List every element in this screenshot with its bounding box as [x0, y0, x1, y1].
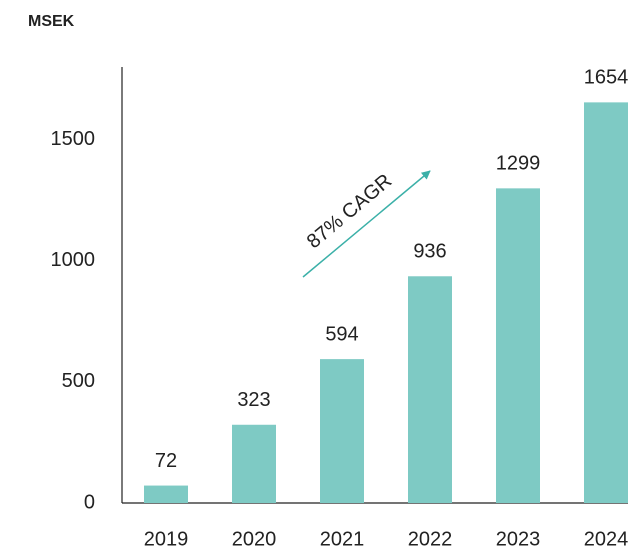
bar — [408, 276, 452, 503]
value-label: 1299 — [496, 153, 541, 175]
value-label: 323 — [237, 389, 270, 411]
bar — [232, 424, 276, 503]
x-tick-label: 2023 — [496, 528, 541, 550]
bar — [496, 188, 540, 503]
x-tick-label: 2022 — [408, 528, 453, 550]
bar — [320, 359, 364, 503]
x-tick-label: 2024 — [584, 528, 628, 550]
value-label: 594 — [325, 323, 358, 345]
y-tick-label: 500 — [62, 370, 95, 392]
y-tick-label: 1000 — [51, 249, 96, 271]
y-tick-label: 0 — [84, 491, 95, 513]
chart-title: MSEK — [28, 13, 75, 30]
bar — [144, 485, 188, 503]
x-tick-label: 2020 — [232, 528, 277, 550]
y-tick-label: 1500 — [51, 128, 96, 150]
value-label: 1654 — [584, 67, 628, 89]
x-tick-label: 2019 — [144, 528, 189, 550]
bar — [584, 102, 628, 503]
value-label: 72 — [155, 450, 177, 472]
x-tick-label: 2021 — [320, 528, 365, 550]
value-label: 936 — [413, 241, 446, 263]
cagr-arrow — [302, 170, 431, 278]
